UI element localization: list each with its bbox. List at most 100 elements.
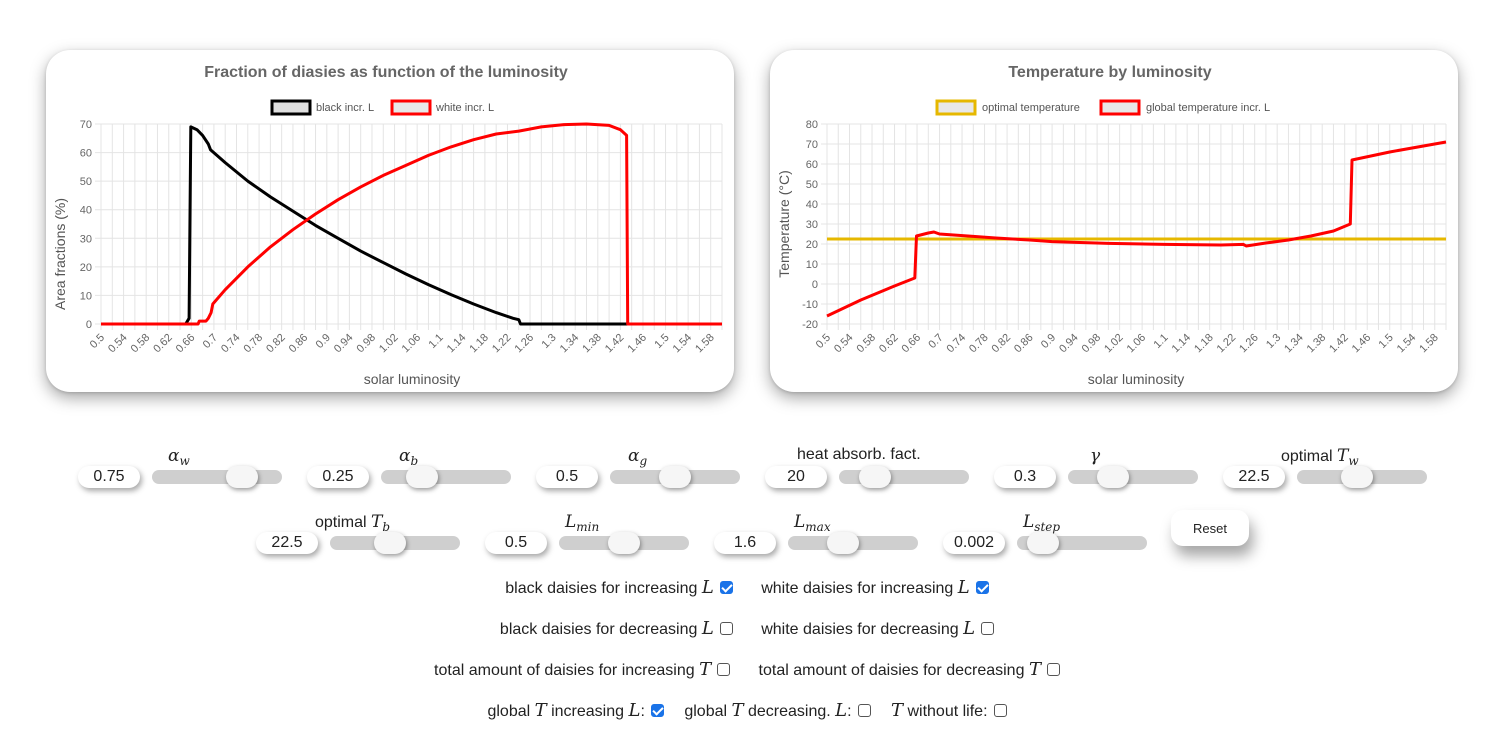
slider-thumb[interactable] [608,532,640,554]
slider-thumb[interactable] [858,466,891,488]
legend-swatch-optimal[interactable] [935,99,977,116]
no-life-checkbox[interactable] [993,704,1007,717]
black-increasing-checkbox[interactable] [719,581,733,594]
x-tick-label: 1.58 [693,332,717,356]
x-tick-label: 0.58 [129,332,153,356]
x-tick-label: 0.66 [174,332,198,356]
white-decreasing-checkbox[interactable] [981,622,995,635]
white-decreasing-option: white daisies for decreasing L [761,618,995,639]
x-tick-label: 0.62 [877,332,901,356]
x-tick-label: 1.18 [1192,332,1216,356]
global-decreasing-checkbox[interactable] [857,704,871,717]
gamma-value[interactable]: 0.3 [994,466,1056,488]
slider-thumb[interactable] [405,466,438,488]
x-tick-label: 1.02 [1102,332,1126,356]
y-tick-label: 50 [80,176,92,188]
x-tick-label: 1.42 [603,332,627,356]
heat-absorb-label: heat absorb. fact. [797,446,921,463]
x-tick-label: 0.7 [201,332,220,351]
global-increasing-option: global T increasing L: [487,700,664,721]
alpha-g-slider[interactable] [610,466,740,488]
x-tick-label: 1.42 [1327,332,1351,356]
y-tick-label: 20 [80,262,92,274]
y-tick-label: 50 [806,179,818,191]
optimal-tb-value[interactable]: 22.5 [256,532,318,554]
alpha-b-label: αb [399,446,419,469]
area-fraction-chart: Fraction of diasies as function of the l… [52,64,723,387]
temperature-chart: Temperature by luminosity optimal temper… [776,64,1447,387]
area-fraction-chart-card: Fraction of diasies as function of the l… [46,50,734,392]
heat-absorb-slider[interactable] [839,466,969,488]
x-tick-label: 0.86 [287,332,311,356]
optimal-tw-slider[interactable] [1297,466,1427,488]
x-tick-label: 1.38 [1305,332,1329,356]
x-tick-label: 0.9 [1039,332,1058,351]
alpha-b-value[interactable]: 0.25 [307,466,369,488]
legend-swatch-white[interactable] [390,99,432,116]
x-tick-label: 0.9 [314,332,333,351]
x-tick-label: 1.46 [625,332,649,356]
lmax-slider[interactable] [788,532,918,554]
alpha-w-slider[interactable] [152,466,282,488]
slider-thumb[interactable] [1341,466,1374,488]
checkbox-row-4: global T increasing L: global T decreasi… [0,700,1494,721]
y-tick-label: 70 [80,119,92,131]
legend-label-white[interactable]: white incr. L [435,102,494,114]
lmin-slider[interactable] [559,532,689,554]
slider-thumb[interactable] [659,466,691,488]
lstep-slider[interactable] [1017,532,1147,554]
global-increasing-checkbox[interactable] [650,704,664,717]
x-tick-label: 0.82 [264,332,288,356]
optimal-tb-slider[interactable] [330,532,460,554]
lstep-value[interactable]: 0.002 [943,532,1005,554]
x-tick-label: 0.5 [88,332,107,351]
global-decreasing-option: global T decreasing. L: [684,700,871,721]
total-increasing-checkbox[interactable] [717,663,731,676]
x-tick-label: 1.14 [1170,332,1194,356]
legend-swatch-black[interactable] [270,99,312,116]
lmin-value[interactable]: 0.5 [485,532,547,554]
alpha-w-value[interactable]: 0.75 [78,466,140,488]
total-decreasing-checkbox[interactable] [1046,663,1060,676]
y-tick-label: 10 [806,259,818,271]
optimal-tw-value[interactable]: 22.5 [1223,466,1285,488]
white-increasing-checkbox[interactable] [975,581,989,594]
total-increasing-option: total amount of daisies for increasing T [434,659,731,680]
x-tick-label: 0.78 [967,332,991,356]
x-tick-label: 0.7 [926,332,945,351]
x-tick-label: 1.14 [445,332,469,356]
lstep-control: Lstep 0.002 [943,512,1149,554]
gamma-slider[interactable] [1068,466,1198,488]
legend-label-black[interactable]: black incr. L [316,102,374,114]
y-tick-label: 60 [806,159,818,171]
x-tick-label: 1.58 [1417,332,1441,356]
slider-thumb[interactable] [1097,466,1130,488]
lmin-control: Lmin 0.5 [485,512,691,554]
x-tick-label: 1.5 [652,332,671,351]
alpha-g-value[interactable]: 0.5 [536,466,598,488]
slider-thumb[interactable] [374,532,407,554]
alpha-w-control: αw 0.75 [78,446,284,488]
chart-title: Fraction of diasies as function of the l… [204,64,568,81]
legend-label-optimal[interactable]: optimal temperature [982,102,1080,114]
slider-thumb[interactable] [1026,532,1059,554]
y-tick-label: -20 [802,319,818,331]
lmax-value[interactable]: 1.6 [714,532,776,554]
slider-thumb[interactable] [225,466,258,488]
series-line [826,140,1447,318]
total-decreasing-option: total amount of daisies for decreasing T [759,659,1060,680]
y-tick-label: 40 [80,205,92,217]
reset-button[interactable]: Reset [1171,510,1249,546]
black-decreasing-option: black daisies for decreasing L [500,618,733,639]
legend-label-global-temp[interactable]: global temperature incr. L [1146,102,1270,114]
heat-absorb-value[interactable]: 20 [765,466,827,488]
y-tick-label: -10 [802,299,818,311]
x-tick-label: 1.26 [513,332,537,356]
slider-thumb[interactable] [827,532,860,554]
legend-swatch-global-temp[interactable] [1099,99,1141,116]
lstep-label: Lstep [1023,512,1061,535]
black-decreasing-checkbox[interactable] [719,622,733,635]
x-tick-label: 0.54 [832,332,856,356]
alpha-b-slider[interactable] [381,466,511,488]
x-axis-label: solar luminosity [364,371,460,387]
